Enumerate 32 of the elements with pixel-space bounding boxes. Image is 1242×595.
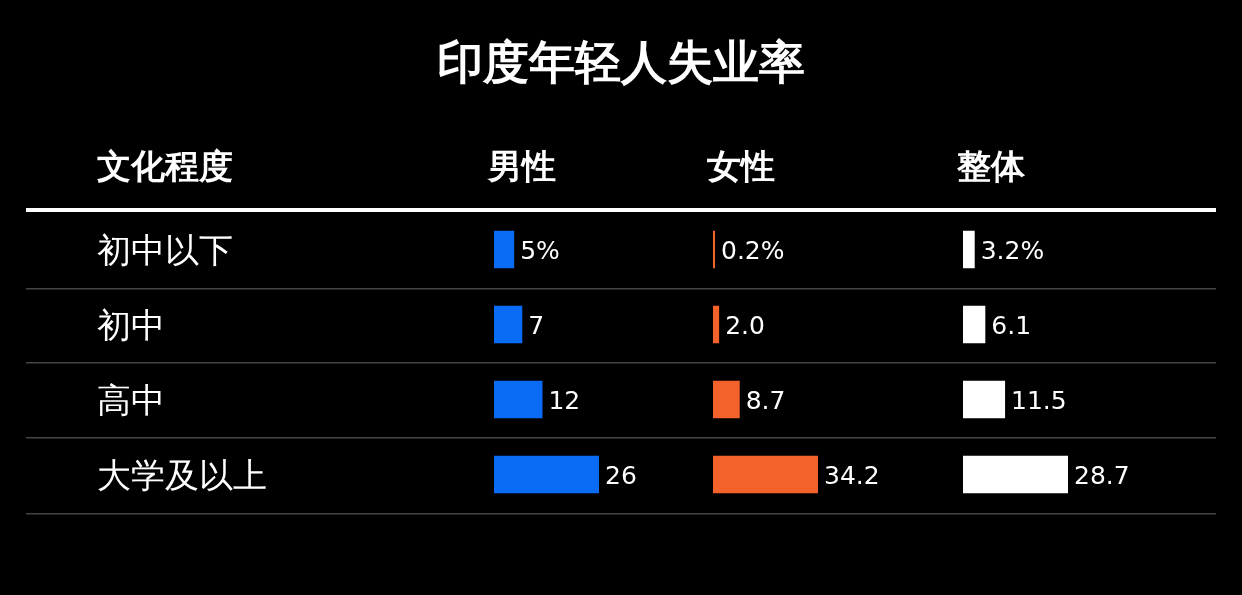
- data-label: 7: [528, 310, 545, 340]
- bar: [494, 230, 515, 269]
- bar: [713, 455, 818, 494]
- bar: [494, 305, 523, 344]
- data-label: 5%: [520, 235, 560, 265]
- data-label: 8.7: [745, 385, 786, 415]
- bar: [494, 455, 599, 494]
- y-axis-title: 文化程度: [97, 146, 233, 186]
- data-label: 34.2: [824, 460, 880, 490]
- bar: [963, 230, 975, 269]
- data-label: 26: [605, 460, 637, 490]
- bar: [713, 305, 720, 344]
- bar: [963, 305, 986, 344]
- y-tick-label: 初中: [97, 304, 165, 345]
- x-axis-title: 女性: [706, 146, 775, 186]
- data-label: 28.7: [1074, 460, 1130, 490]
- y-tick-label: 初中以下: [97, 229, 233, 270]
- bar: [963, 380, 1006, 419]
- data-label: 3.2%: [980, 235, 1045, 265]
- x-axis-title: 整体: [956, 146, 1026, 186]
- chart-title: 印度年轻人失业率: [437, 35, 805, 89]
- y-tick-label: 高中: [97, 379, 165, 420]
- data-label: 0.2%: [721, 235, 785, 265]
- data-label: 2.0: [725, 310, 765, 340]
- bar: [494, 380, 543, 419]
- data-label: 12: [548, 385, 581, 415]
- bar: [713, 380, 740, 419]
- bar: [963, 455, 1068, 494]
- data-label: 6.1: [991, 310, 1032, 340]
- y-tick-label: 大学及以上: [97, 454, 267, 495]
- data-label: 11.5: [1011, 385, 1067, 415]
- x-axis-title: 男性: [487, 146, 556, 186]
